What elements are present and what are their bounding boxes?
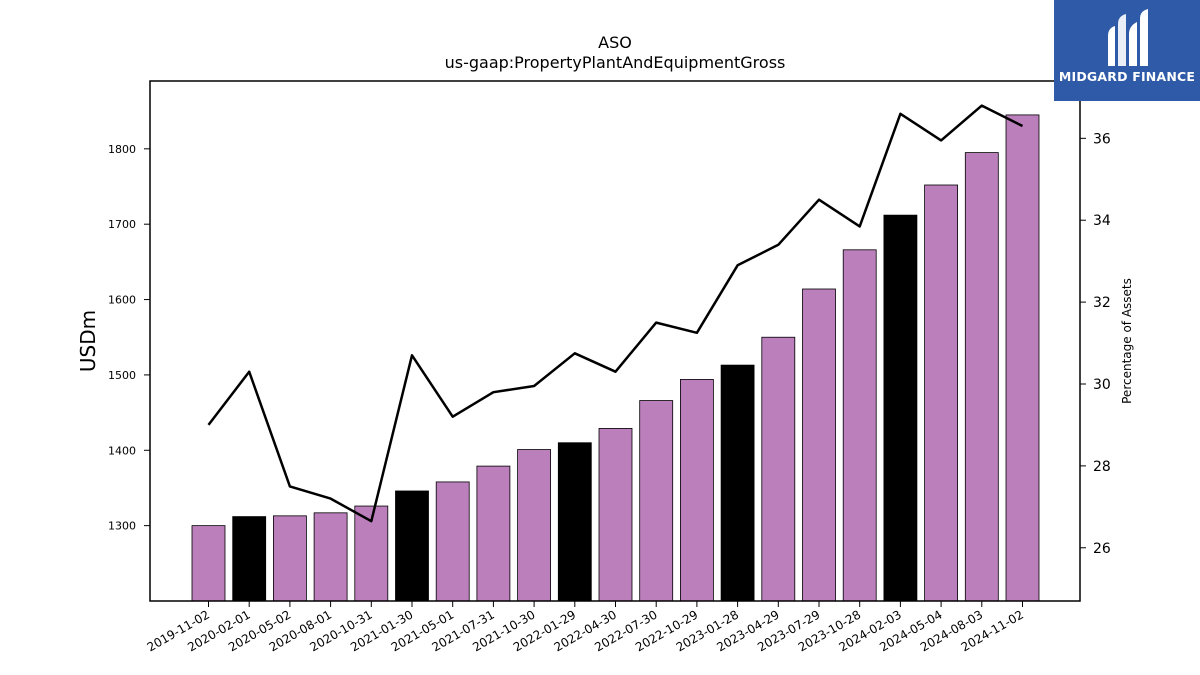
- line-group: [207, 104, 1024, 523]
- y2-tick-label: 26: [1093, 541, 1111, 557]
- y-tick-label: 1600: [108, 294, 136, 307]
- chart-title: ASO: [598, 33, 632, 52]
- bar: [883, 214, 918, 602]
- y-tick-label: 1300: [108, 520, 136, 533]
- bar: [557, 442, 592, 602]
- bar: [517, 449, 551, 602]
- brand-logo-text: MIDGARD FINANCE: [1058, 69, 1196, 84]
- y2-tick-label: 34: [1093, 213, 1111, 229]
- bar: [761, 336, 796, 602]
- bar: [1005, 114, 1040, 602]
- y-tick-label: 1500: [108, 369, 136, 382]
- bar: [598, 428, 633, 602]
- bar: [232, 516, 267, 602]
- line-series: [207, 104, 1024, 523]
- y-axis-left: 1300 1400 1500 1600 1700 1800: [108, 143, 150, 533]
- bar: [191, 525, 226, 602]
- bar: [924, 184, 958, 602]
- bar: [680, 379, 714, 602]
- midgard-logo-icon: [1108, 9, 1148, 66]
- bar: [842, 249, 877, 602]
- y-axis-label: USDm: [76, 310, 100, 372]
- y-tick-label: 1800: [108, 143, 136, 156]
- bar: [435, 481, 470, 602]
- x-axis: 2019-11-022020-02-012020-05-022020-08-01…: [145, 601, 1026, 654]
- bar: [720, 364, 755, 602]
- y2-tick-label: 28: [1093, 459, 1111, 475]
- bar: [802, 288, 836, 602]
- bar: [476, 465, 511, 602]
- bar: [272, 515, 307, 602]
- chart-subtitle: us-gaap:PropertyPlantAndEquipmentGross: [445, 53, 786, 72]
- y-tick-label: 1400: [108, 444, 136, 457]
- y2-tick-label: 36: [1093, 131, 1111, 147]
- bar: [313, 512, 348, 602]
- y2-tick-label: 32: [1093, 295, 1111, 311]
- y-axis-right: 26 28 30 32 34 36: [1080, 131, 1111, 557]
- y2-tick-label: 30: [1093, 377, 1111, 393]
- bars-group: [191, 114, 1040, 602]
- bar: [639, 400, 674, 602]
- bar: [964, 152, 999, 602]
- brand-logo: MIDGARD FINANCE: [1054, 0, 1200, 101]
- bar: [395, 490, 429, 602]
- y2-axis-label: Percentage of Assets: [1120, 278, 1134, 404]
- y-tick-label: 1700: [108, 218, 136, 231]
